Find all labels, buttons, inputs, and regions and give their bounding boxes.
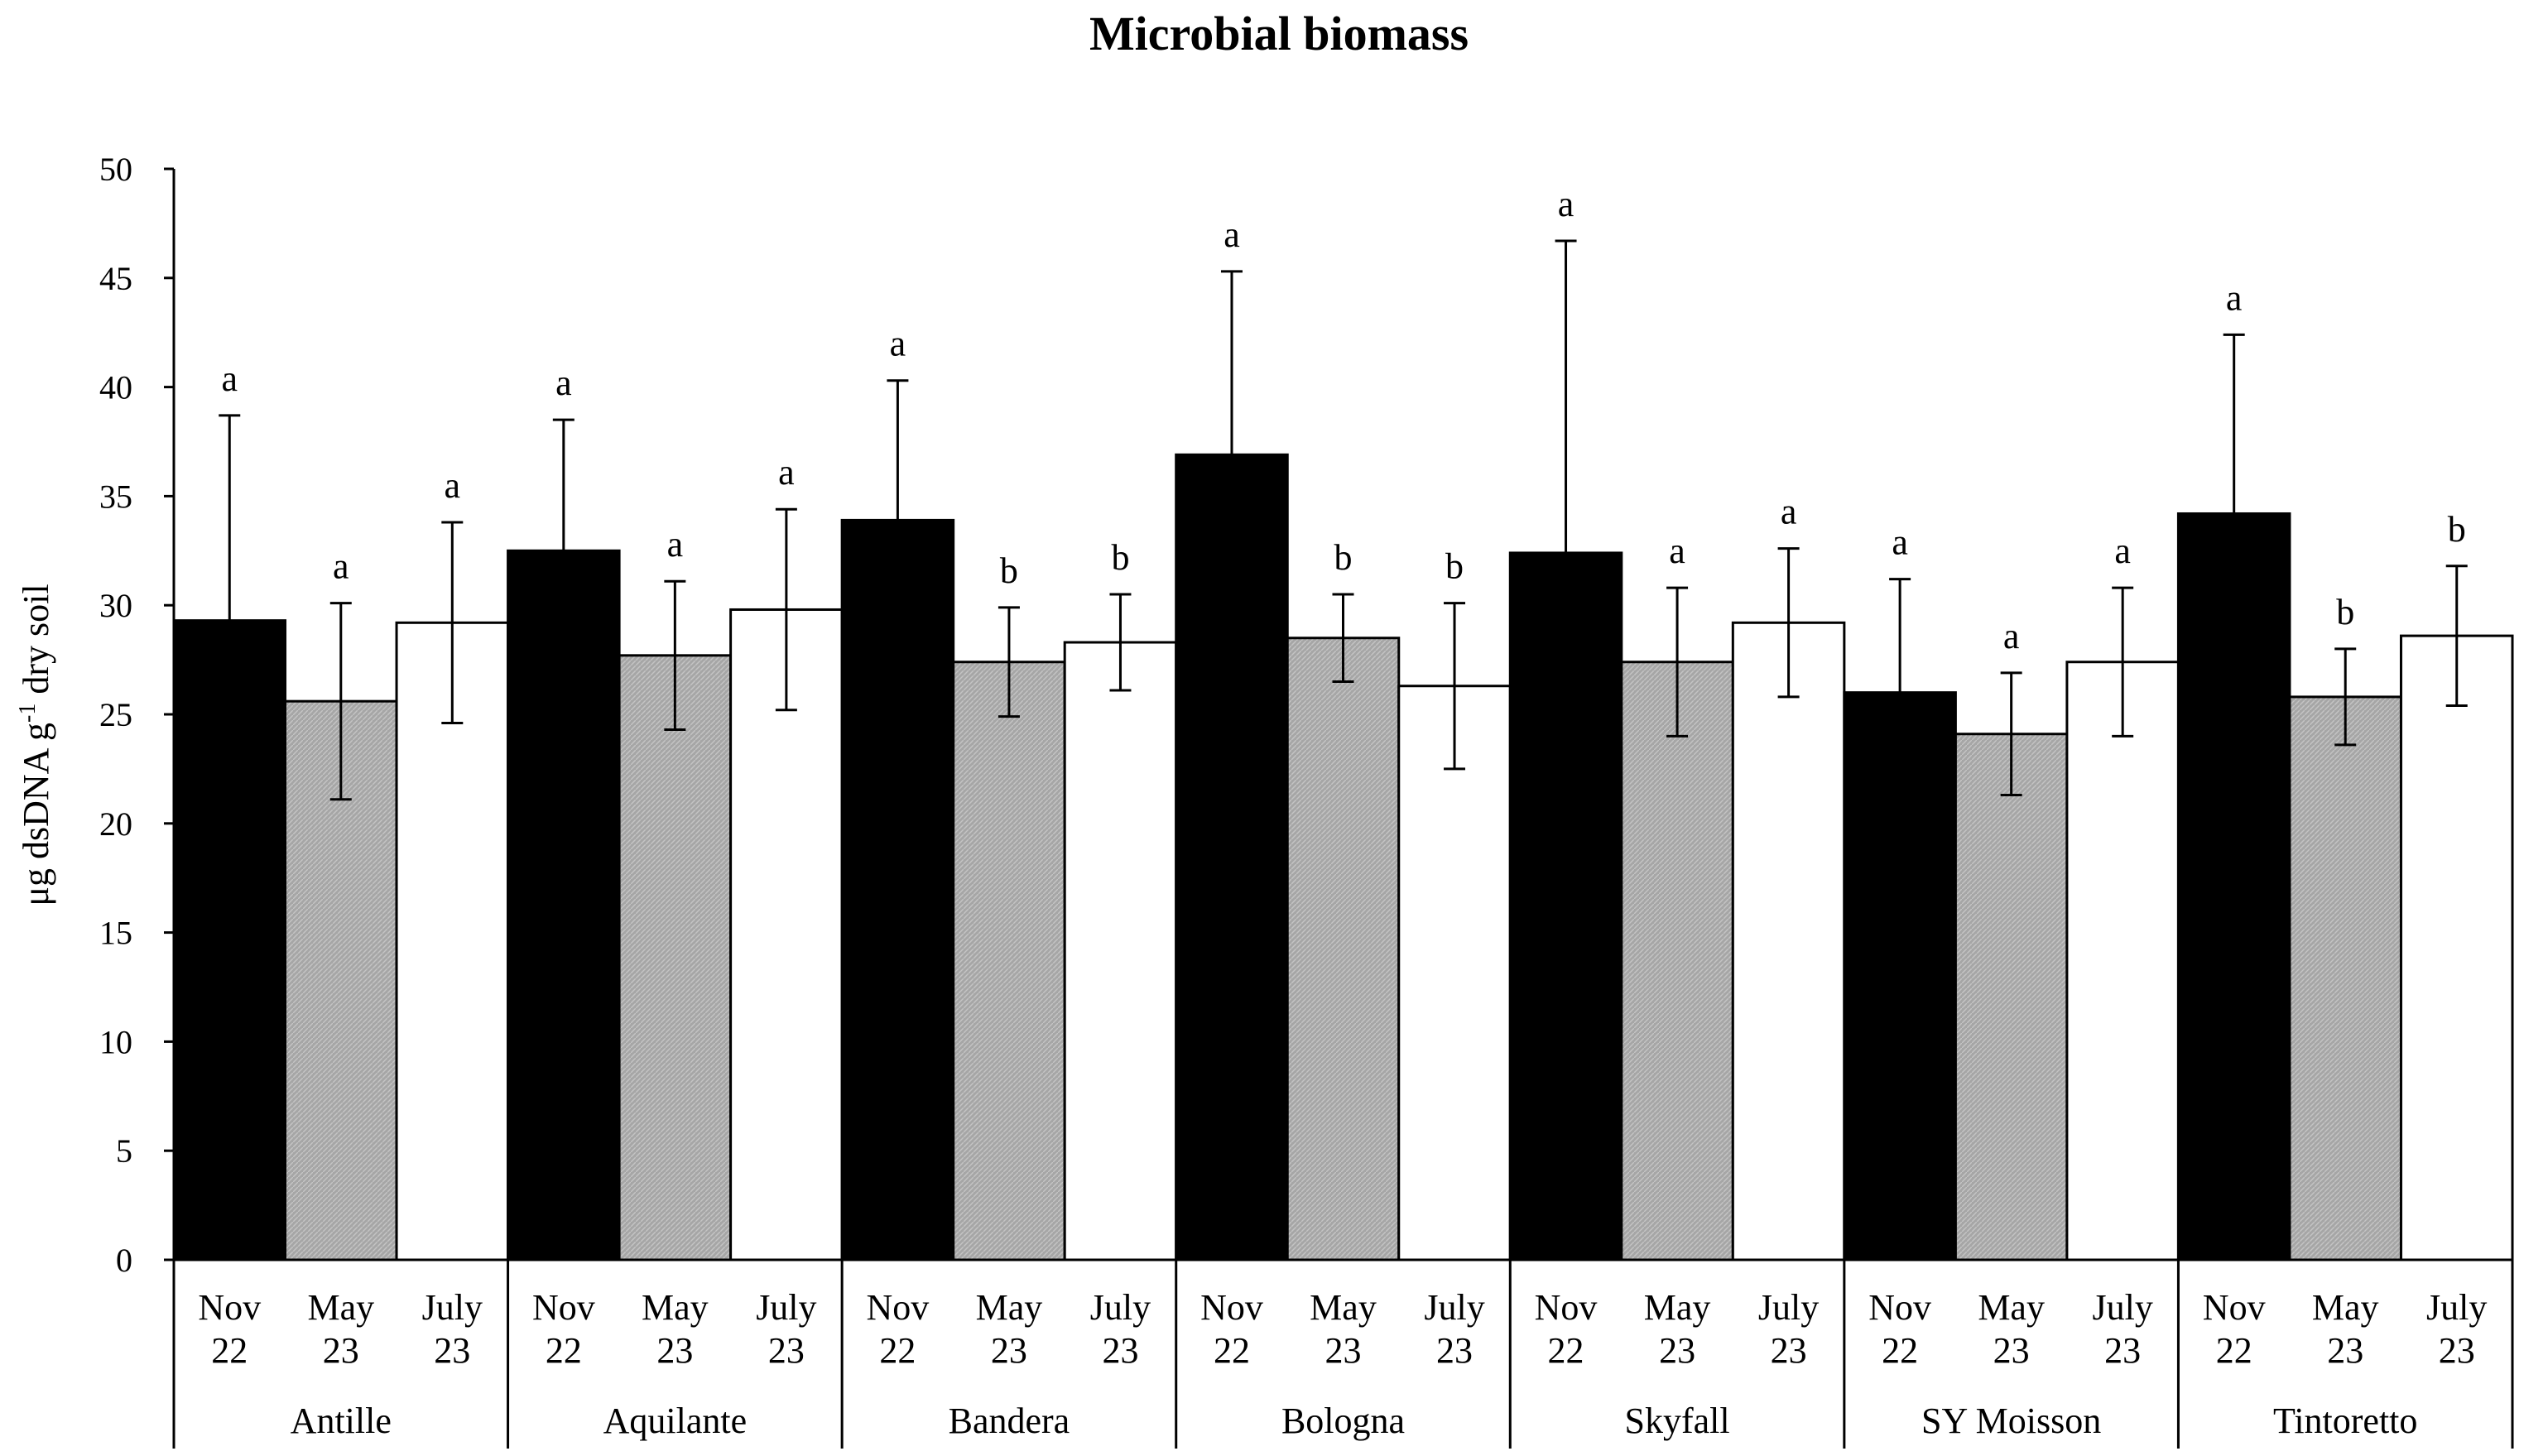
x-tick-label-line1: May xyxy=(642,1287,709,1328)
x-tick-label-line1: May xyxy=(1310,1287,1377,1328)
x-tick-label-line1: Nov xyxy=(2203,1287,2266,1328)
x-tick-label-line1: May xyxy=(1644,1287,1711,1328)
bar-tintoretto-july-23 xyxy=(2399,634,2514,1261)
x-tick-label-line1: Nov xyxy=(1200,1287,1263,1328)
bar-tintoretto-may-23 xyxy=(2288,695,2402,1261)
significance-letter: a xyxy=(1892,522,1908,563)
significance-letter: a xyxy=(445,465,461,506)
x-tick-label-line2: 23 xyxy=(1436,1330,1473,1371)
y-tick-label: 10 xyxy=(99,1023,132,1060)
significance-letter: a xyxy=(2003,616,2020,656)
x-tick-label-line1: July xyxy=(2426,1287,2487,1328)
group-label: Tintoretto xyxy=(2273,1401,2417,1441)
x-tick-label-line2: 22 xyxy=(546,1330,582,1371)
x-tick-label-line1: May xyxy=(1978,1287,2045,1328)
bar-bandera-may-23 xyxy=(952,661,1066,1261)
y-axis-label-superscript: -1 xyxy=(15,704,41,723)
plot-area: 0 5 10 15 20 25 30 35 40 45 50 a a a a a a a b b a b b a a a a a a a b… xyxy=(99,151,2514,1449)
significance-letter: b xyxy=(2448,509,2466,550)
x-tick-label-line2: 22 xyxy=(211,1330,248,1371)
bar-sy-moisson-may-23 xyxy=(1954,733,2069,1261)
x-tick-label-line1: Nov xyxy=(867,1287,930,1328)
x-tick-label-line1: July xyxy=(1424,1287,1484,1328)
y-tick-label: 45 xyxy=(99,260,132,297)
significance-letter: a xyxy=(2114,531,2131,571)
x-tick-label-line1: July xyxy=(756,1287,816,1328)
bar-skyfall-may-23 xyxy=(1620,661,1734,1261)
x-tick-label-line2: 23 xyxy=(1659,1330,1695,1371)
x-tick-label-line1: May xyxy=(2312,1287,2379,1328)
significance-letter: a xyxy=(890,324,906,364)
group-label: Bandera xyxy=(949,1401,1070,1441)
x-tick-label-line1: May xyxy=(307,1287,374,1328)
group-label: SY Moisson xyxy=(1921,1401,2101,1441)
x-tick-label-line2: 23 xyxy=(1993,1330,2030,1371)
y-axis-label: μg dsDNA g-1 dry soil xyxy=(15,584,56,906)
x-tick-label-line1: July xyxy=(422,1287,483,1328)
chart-title: Microbial biomass xyxy=(1089,7,1469,60)
x-tick-label-line2: 23 xyxy=(1102,1330,1138,1371)
x-tick-label-line2: 23 xyxy=(656,1330,693,1371)
significance-letter: b xyxy=(2336,592,2354,632)
x-tick-label-line2: 23 xyxy=(1771,1330,1807,1371)
group-label: Skyfall xyxy=(1625,1401,1730,1441)
y-tick-label: 50 xyxy=(99,151,132,188)
x-tick-label-line2: 22 xyxy=(2216,1330,2252,1371)
x-tick-label-line1: May xyxy=(976,1287,1043,1328)
significance-letter: b xyxy=(1111,537,1129,578)
significance-letter: b xyxy=(1334,537,1353,578)
y-axis-label-rest: dry soil xyxy=(16,584,56,703)
x-tick-label-line2: 22 xyxy=(879,1330,916,1371)
x-tick-label-line2: 23 xyxy=(2327,1330,2363,1371)
x-tick-label-line2: 23 xyxy=(2439,1330,2475,1371)
significance-letter: a xyxy=(333,546,349,587)
significance-letter: b xyxy=(1000,550,1018,591)
significance-letter: b xyxy=(1445,546,1464,587)
bar-bandera-july-23 xyxy=(1063,641,1178,1261)
bar-bologna-may-23 xyxy=(1286,637,1401,1261)
x-tick-label-line2: 23 xyxy=(991,1330,1027,1371)
significance-letter: a xyxy=(1669,531,1685,571)
x-tick-label-line2: 22 xyxy=(1548,1330,1584,1371)
significance-letter: a xyxy=(667,524,684,565)
y-tick-label: 25 xyxy=(99,696,132,733)
significance-letter: a xyxy=(221,358,238,399)
x-tick-label-line1: Nov xyxy=(532,1287,595,1328)
y-tick-label: 15 xyxy=(99,915,132,952)
group-label: Antille xyxy=(291,1401,392,1441)
y-tick-label: 0 xyxy=(116,1242,132,1279)
y-tick-label: 20 xyxy=(99,805,132,843)
bar-sy-moisson-july-23 xyxy=(2065,661,2180,1261)
x-tick-label-line2: 23 xyxy=(1325,1330,1362,1371)
bar-aquilante-may-23 xyxy=(618,654,733,1261)
x-tick-label-line2: 23 xyxy=(434,1330,470,1371)
significance-letter: a xyxy=(1558,184,1574,224)
x-tick-label-line2: 22 xyxy=(1214,1330,1250,1371)
x-tick-label-line1: July xyxy=(1758,1287,1819,1328)
x-tick-label-line1: Nov xyxy=(1868,1287,1931,1328)
group-label: Bologna xyxy=(1281,1401,1405,1441)
significance-letter: a xyxy=(778,452,795,493)
y-tick-label: 40 xyxy=(99,369,132,406)
x-tick-label-line2: 23 xyxy=(2104,1330,2141,1371)
y-axis-label-main: μg dsDNA g xyxy=(16,723,56,906)
significance-letter: a xyxy=(1224,214,1240,255)
y-tick-label: 5 xyxy=(116,1132,132,1170)
y-tick-label: 30 xyxy=(99,587,132,624)
x-tick-label-line1: July xyxy=(2092,1287,2152,1328)
x-tick-label-line1: Nov xyxy=(198,1287,261,1328)
significance-letter: a xyxy=(1781,492,1797,532)
group-label: Aquilante xyxy=(603,1401,748,1441)
x-tick-label-line2: 23 xyxy=(768,1330,805,1371)
x-tick-label-line1: Nov xyxy=(1535,1287,1598,1328)
bar-bologna-july-23 xyxy=(1397,685,1512,1261)
bar-skyfall-july-23 xyxy=(1731,621,1846,1261)
x-tick-label-line2: 22 xyxy=(1882,1330,1918,1371)
y-tick-label: 35 xyxy=(99,478,132,515)
x-tick-label-line2: 23 xyxy=(323,1330,359,1371)
significance-letter: a xyxy=(2226,277,2243,318)
significance-letter: a xyxy=(555,363,572,403)
x-tick-label-line1: July xyxy=(1090,1287,1151,1328)
